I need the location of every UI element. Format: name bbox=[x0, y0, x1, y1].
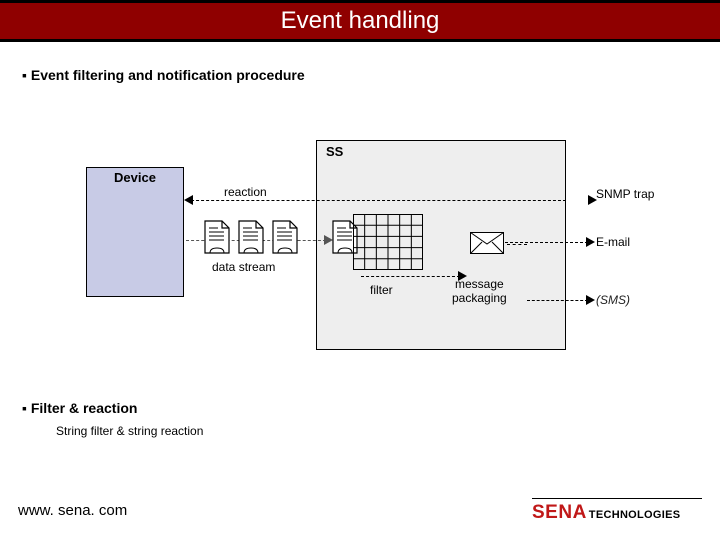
sms-label: (SMS) bbox=[596, 293, 630, 307]
doc-icon bbox=[204, 220, 230, 254]
sms-arrow bbox=[586, 295, 595, 305]
logo-tech: TECHNOLOGIES bbox=[589, 509, 681, 521]
device-box bbox=[86, 167, 184, 297]
section-heading-1: Event filtering and notification procedu… bbox=[22, 67, 305, 83]
device-label: Device bbox=[86, 170, 184, 185]
snmp-arrow bbox=[588, 195, 597, 205]
page-title: Event handling bbox=[281, 7, 440, 35]
doc-icon bbox=[238, 220, 264, 254]
filter-label: filter bbox=[370, 283, 393, 297]
section-1-text: Event filtering and notification procedu… bbox=[31, 67, 305, 83]
reaction-arrow-left bbox=[184, 195, 193, 205]
snmp-trap-label: SNMP trap bbox=[596, 187, 654, 201]
section-2-text: Filter & reaction bbox=[31, 400, 138, 416]
title-bar: Event handling bbox=[0, 0, 720, 42]
ss-label: SS bbox=[326, 144, 343, 159]
message-packaging-label: message packaging bbox=[452, 278, 507, 306]
footer-logo: SENA TECHNOLOGIES bbox=[532, 502, 702, 524]
email-line bbox=[505, 242, 588, 243]
logo-sena: SENA bbox=[532, 502, 587, 524]
reaction-line bbox=[186, 200, 566, 201]
reaction-label: reaction bbox=[224, 185, 267, 199]
email-arrow bbox=[586, 237, 595, 247]
msg-label-2: packaging bbox=[452, 291, 507, 305]
sms-line bbox=[527, 300, 588, 301]
envelope-icon bbox=[470, 232, 504, 254]
section-2-sub: String filter & string reaction bbox=[56, 424, 203, 438]
msg-label-1: message bbox=[455, 277, 504, 291]
email-label: E-mail bbox=[596, 235, 630, 249]
footer-logo-line bbox=[532, 498, 702, 499]
message-line bbox=[507, 244, 527, 245]
data-stream-label: data stream bbox=[212, 260, 275, 274]
filter-grid bbox=[353, 214, 423, 270]
section-heading-2: Filter & reaction bbox=[22, 400, 137, 416]
doc-icon bbox=[272, 220, 298, 254]
footer-url: www. sena. com bbox=[18, 502, 127, 519]
filter-line bbox=[361, 276, 460, 277]
